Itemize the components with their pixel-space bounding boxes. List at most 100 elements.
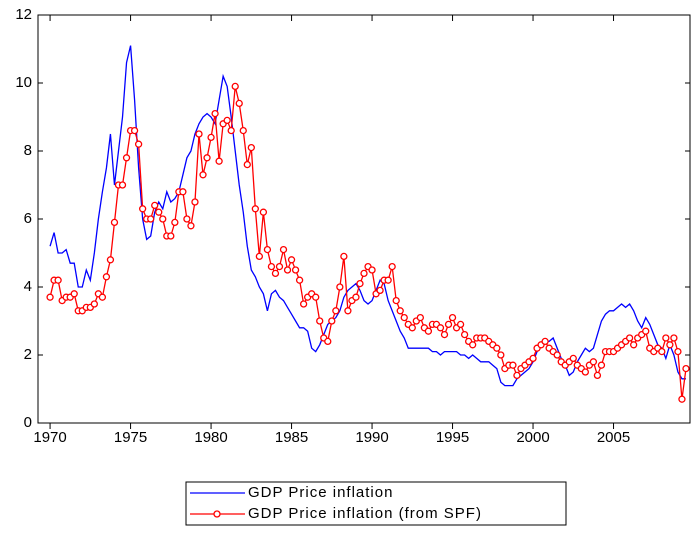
series-marker — [328, 317, 336, 325]
series-marker — [191, 198, 199, 206]
series-marker — [171, 218, 179, 227]
series-marker — [98, 293, 107, 301]
series-marker — [497, 351, 505, 359]
series-marker — [231, 82, 239, 91]
series-marker — [147, 215, 155, 223]
series-marker — [287, 256, 296, 264]
series-marker — [54, 276, 62, 284]
series-marker — [312, 293, 320, 301]
series-marker — [247, 143, 255, 152]
series-marker — [630, 341, 638, 349]
series-marker — [509, 361, 517, 369]
series-marker — [416, 313, 424, 322]
series-marker — [553, 351, 561, 359]
series-marker — [203, 154, 211, 162]
series-marker — [275, 262, 284, 271]
series-marker — [90, 300, 98, 308]
series-marker — [625, 334, 634, 342]
series-marker — [436, 324, 445, 332]
series-marker — [569, 354, 577, 363]
series-marker — [251, 205, 259, 213]
series-marker — [102, 273, 111, 281]
series-marker — [448, 313, 457, 322]
x-tick-label: 2000 — [516, 429, 549, 446]
series-marker — [46, 293, 54, 301]
series-marker — [344, 307, 352, 315]
y-tick-label: 10 — [15, 74, 32, 91]
series-marker — [255, 252, 264, 261]
series-marker — [424, 327, 433, 335]
series-marker — [493, 344, 501, 352]
x-tick-label: 1985 — [275, 429, 308, 446]
series-marker — [642, 327, 650, 335]
series-marker — [279, 245, 288, 254]
series-marker — [529, 354, 537, 363]
series-marker — [299, 300, 308, 308]
legend-label: GDP Price inflation — [248, 484, 393, 501]
series-marker — [581, 368, 590, 376]
series-marker — [674, 347, 682, 356]
x-tick-label: 1980 — [194, 429, 227, 446]
series-marker — [336, 283, 344, 291]
legend-marker — [213, 510, 221, 518]
series-marker — [670, 334, 678, 342]
series-marker — [183, 215, 191, 223]
series-marker — [106, 256, 115, 264]
legend-box — [185, 481, 567, 526]
series-marker — [271, 269, 280, 278]
series-marker — [597, 361, 606, 369]
series-marker — [122, 154, 131, 162]
series-marker — [392, 296, 400, 305]
series-marker — [167, 232, 175, 240]
x-tick-label: 1990 — [355, 429, 388, 446]
series-marker — [295, 276, 304, 284]
series-marker — [460, 330, 469, 339]
series-marker — [316, 317, 324, 325]
series-marker — [259, 208, 268, 216]
series-marker — [235, 99, 243, 108]
series-marker — [356, 279, 364, 288]
series-marker — [658, 347, 666, 356]
series-marker — [444, 320, 453, 329]
series-marker — [211, 109, 219, 118]
series-marker — [513, 371, 521, 380]
series-marker — [118, 181, 127, 189]
y-tick-label: 0 — [24, 414, 32, 431]
x-tick-label: 1995 — [436, 429, 469, 446]
series-marker — [110, 218, 119, 227]
series-marker — [593, 371, 602, 380]
series-marker — [291, 266, 300, 274]
series-marker — [469, 341, 477, 349]
x-tick-label: 1975 — [114, 429, 147, 446]
series-marker — [263, 245, 272, 254]
series-marker — [360, 269, 368, 278]
series-marker — [159, 215, 167, 223]
series-marker — [138, 205, 147, 213]
series-marker — [662, 334, 670, 342]
series-marker — [239, 126, 247, 135]
series-marker — [227, 126, 235, 135]
series-marker — [384, 276, 392, 284]
series-marker — [243, 160, 251, 169]
series-marker — [589, 358, 598, 366]
x-tick-label: 1970 — [33, 429, 66, 446]
series-marker — [368, 266, 376, 274]
series-marker — [396, 307, 404, 315]
series-marker — [195, 130, 203, 138]
series-marker — [340, 252, 348, 261]
series-marker — [187, 222, 195, 230]
series-marker — [440, 330, 449, 339]
series-marker — [408, 324, 416, 332]
series-marker — [267, 262, 276, 271]
x-tick-label: 2005 — [597, 429, 630, 446]
y-tick-label: 6 — [24, 210, 32, 227]
series-marker — [666, 341, 674, 349]
series-marker — [400, 313, 408, 322]
series-marker — [134, 140, 143, 148]
series-marker — [541, 337, 549, 346]
series-marker — [130, 126, 139, 135]
legend-label: GDP Price inflation (from SPF) — [248, 505, 482, 522]
series-marker — [207, 133, 215, 142]
series-marker — [352, 293, 360, 301]
